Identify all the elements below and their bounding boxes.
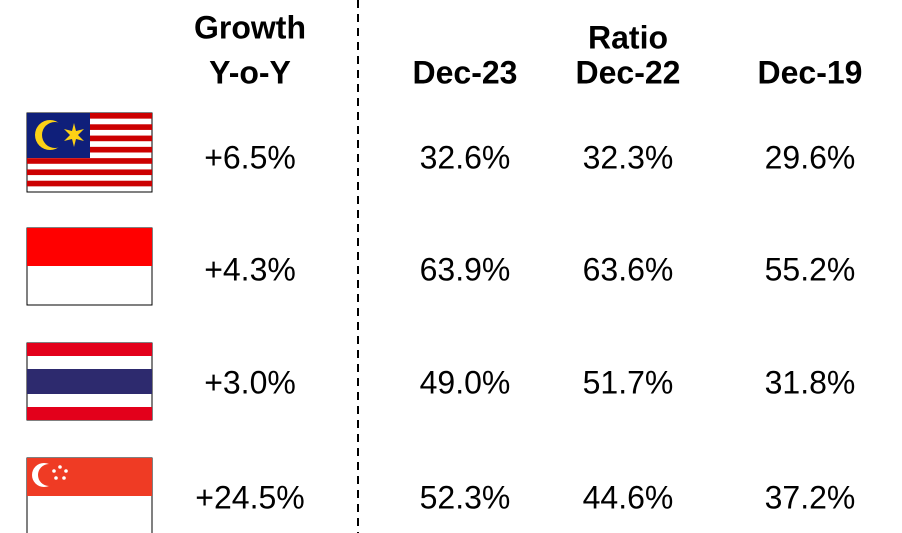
stripe [27, 158, 152, 164]
ratio-cell: 37.2% [765, 479, 856, 515]
ratio-cell: 29.6% [765, 139, 856, 175]
ratio-cell: 63.6% [583, 251, 674, 287]
flag-indonesia [26, 227, 153, 306]
ratio-cell: 44.6% [583, 479, 674, 515]
ratio-cell: 51.7% [583, 364, 674, 400]
header-growth: Growth [194, 9, 306, 45]
growth-cell: +4.3% [204, 251, 296, 287]
ratio-cell: 32.3% [583, 139, 674, 175]
growth-cell: +6.5% [204, 139, 296, 175]
header-column: Dec-22 [576, 54, 681, 90]
growth-cell: +3.0% [204, 364, 296, 400]
ratio-cell: 52.3% [420, 479, 511, 515]
header-growth: Y-o-Y [209, 54, 291, 90]
ratio-cell: 32.6% [420, 139, 511, 175]
flag-singapore [26, 457, 153, 533]
header-column: Dec-23 [413, 54, 518, 90]
stripe [27, 180, 152, 187]
header-column: Dec-19 [758, 54, 863, 90]
flag-malaysia [26, 112, 153, 193]
flag-thailand [26, 342, 153, 421]
stripe [27, 169, 152, 176]
ratio-cell: 31.8% [765, 364, 856, 400]
ratio-cell: 49.0% [420, 364, 511, 400]
ratio-cell: 55.2% [765, 251, 856, 287]
ratio-cell: 63.9% [420, 251, 511, 287]
growth-cell: +24.5% [195, 479, 304, 515]
header-ratio: Ratio [588, 19, 668, 55]
